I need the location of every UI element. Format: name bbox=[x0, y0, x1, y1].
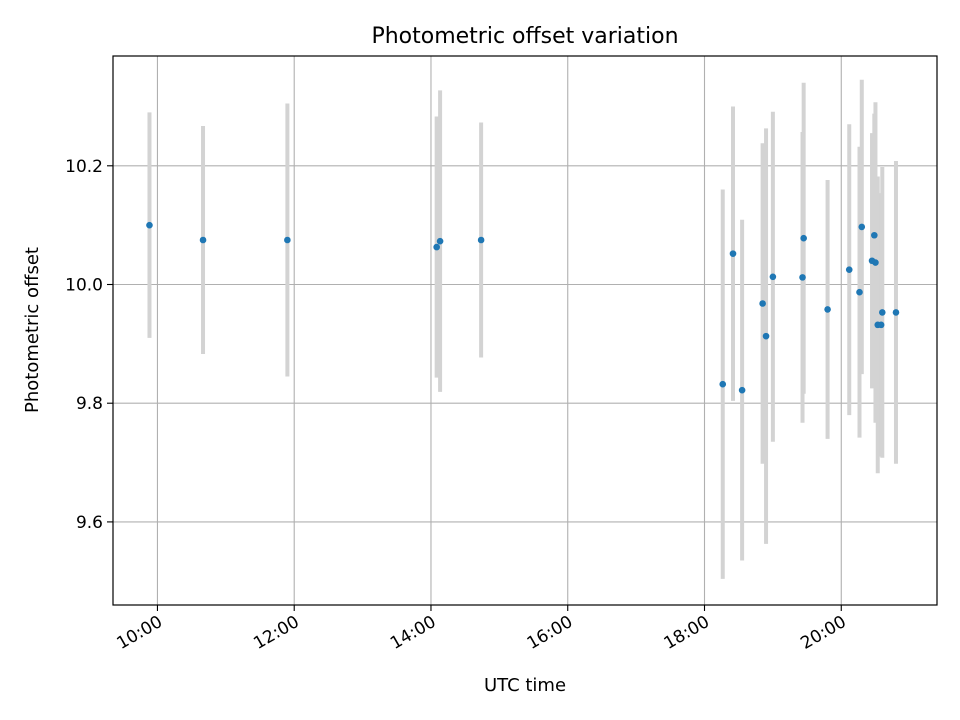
data-point bbox=[719, 380, 727, 388]
y-axis-label: Photometric offset bbox=[22, 247, 43, 413]
data-point bbox=[871, 231, 878, 239]
data-point bbox=[436, 237, 444, 245]
data-points bbox=[146, 221, 900, 394]
data-point bbox=[878, 309, 886, 316]
y-tick-label: 9.8 bbox=[76, 394, 103, 414]
data-point bbox=[800, 234, 807, 242]
data-point bbox=[284, 236, 291, 244]
data-point bbox=[759, 300, 766, 307]
grid bbox=[113, 56, 937, 605]
data-point bbox=[845, 266, 853, 273]
y-tick-label: 9.6 bbox=[76, 513, 103, 533]
data-point bbox=[738, 386, 746, 394]
data-point bbox=[799, 274, 806, 281]
data-point bbox=[762, 332, 770, 340]
data-point bbox=[433, 243, 440, 251]
data-point bbox=[477, 236, 485, 244]
data-point bbox=[729, 250, 737, 257]
data-point bbox=[877, 321, 885, 329]
y-tick-label: 10.2 bbox=[65, 157, 103, 177]
plot-frame bbox=[112, 55, 938, 606]
data-point bbox=[858, 223, 866, 231]
data-point bbox=[892, 309, 900, 316]
data-point bbox=[146, 221, 153, 229]
data-point bbox=[824, 306, 831, 313]
data-point bbox=[872, 259, 879, 266]
y-tick-label: 10.0 bbox=[65, 276, 103, 296]
y-axis-ticks: 9.6 9.8 10.0 10.2 bbox=[65, 157, 113, 533]
chart-title: Photometric offset variation bbox=[371, 24, 678, 49]
data-point bbox=[856, 288, 863, 296]
x-axis-label: UTC time bbox=[484, 675, 566, 696]
data-point bbox=[199, 236, 207, 244]
data-point bbox=[769, 273, 777, 281]
